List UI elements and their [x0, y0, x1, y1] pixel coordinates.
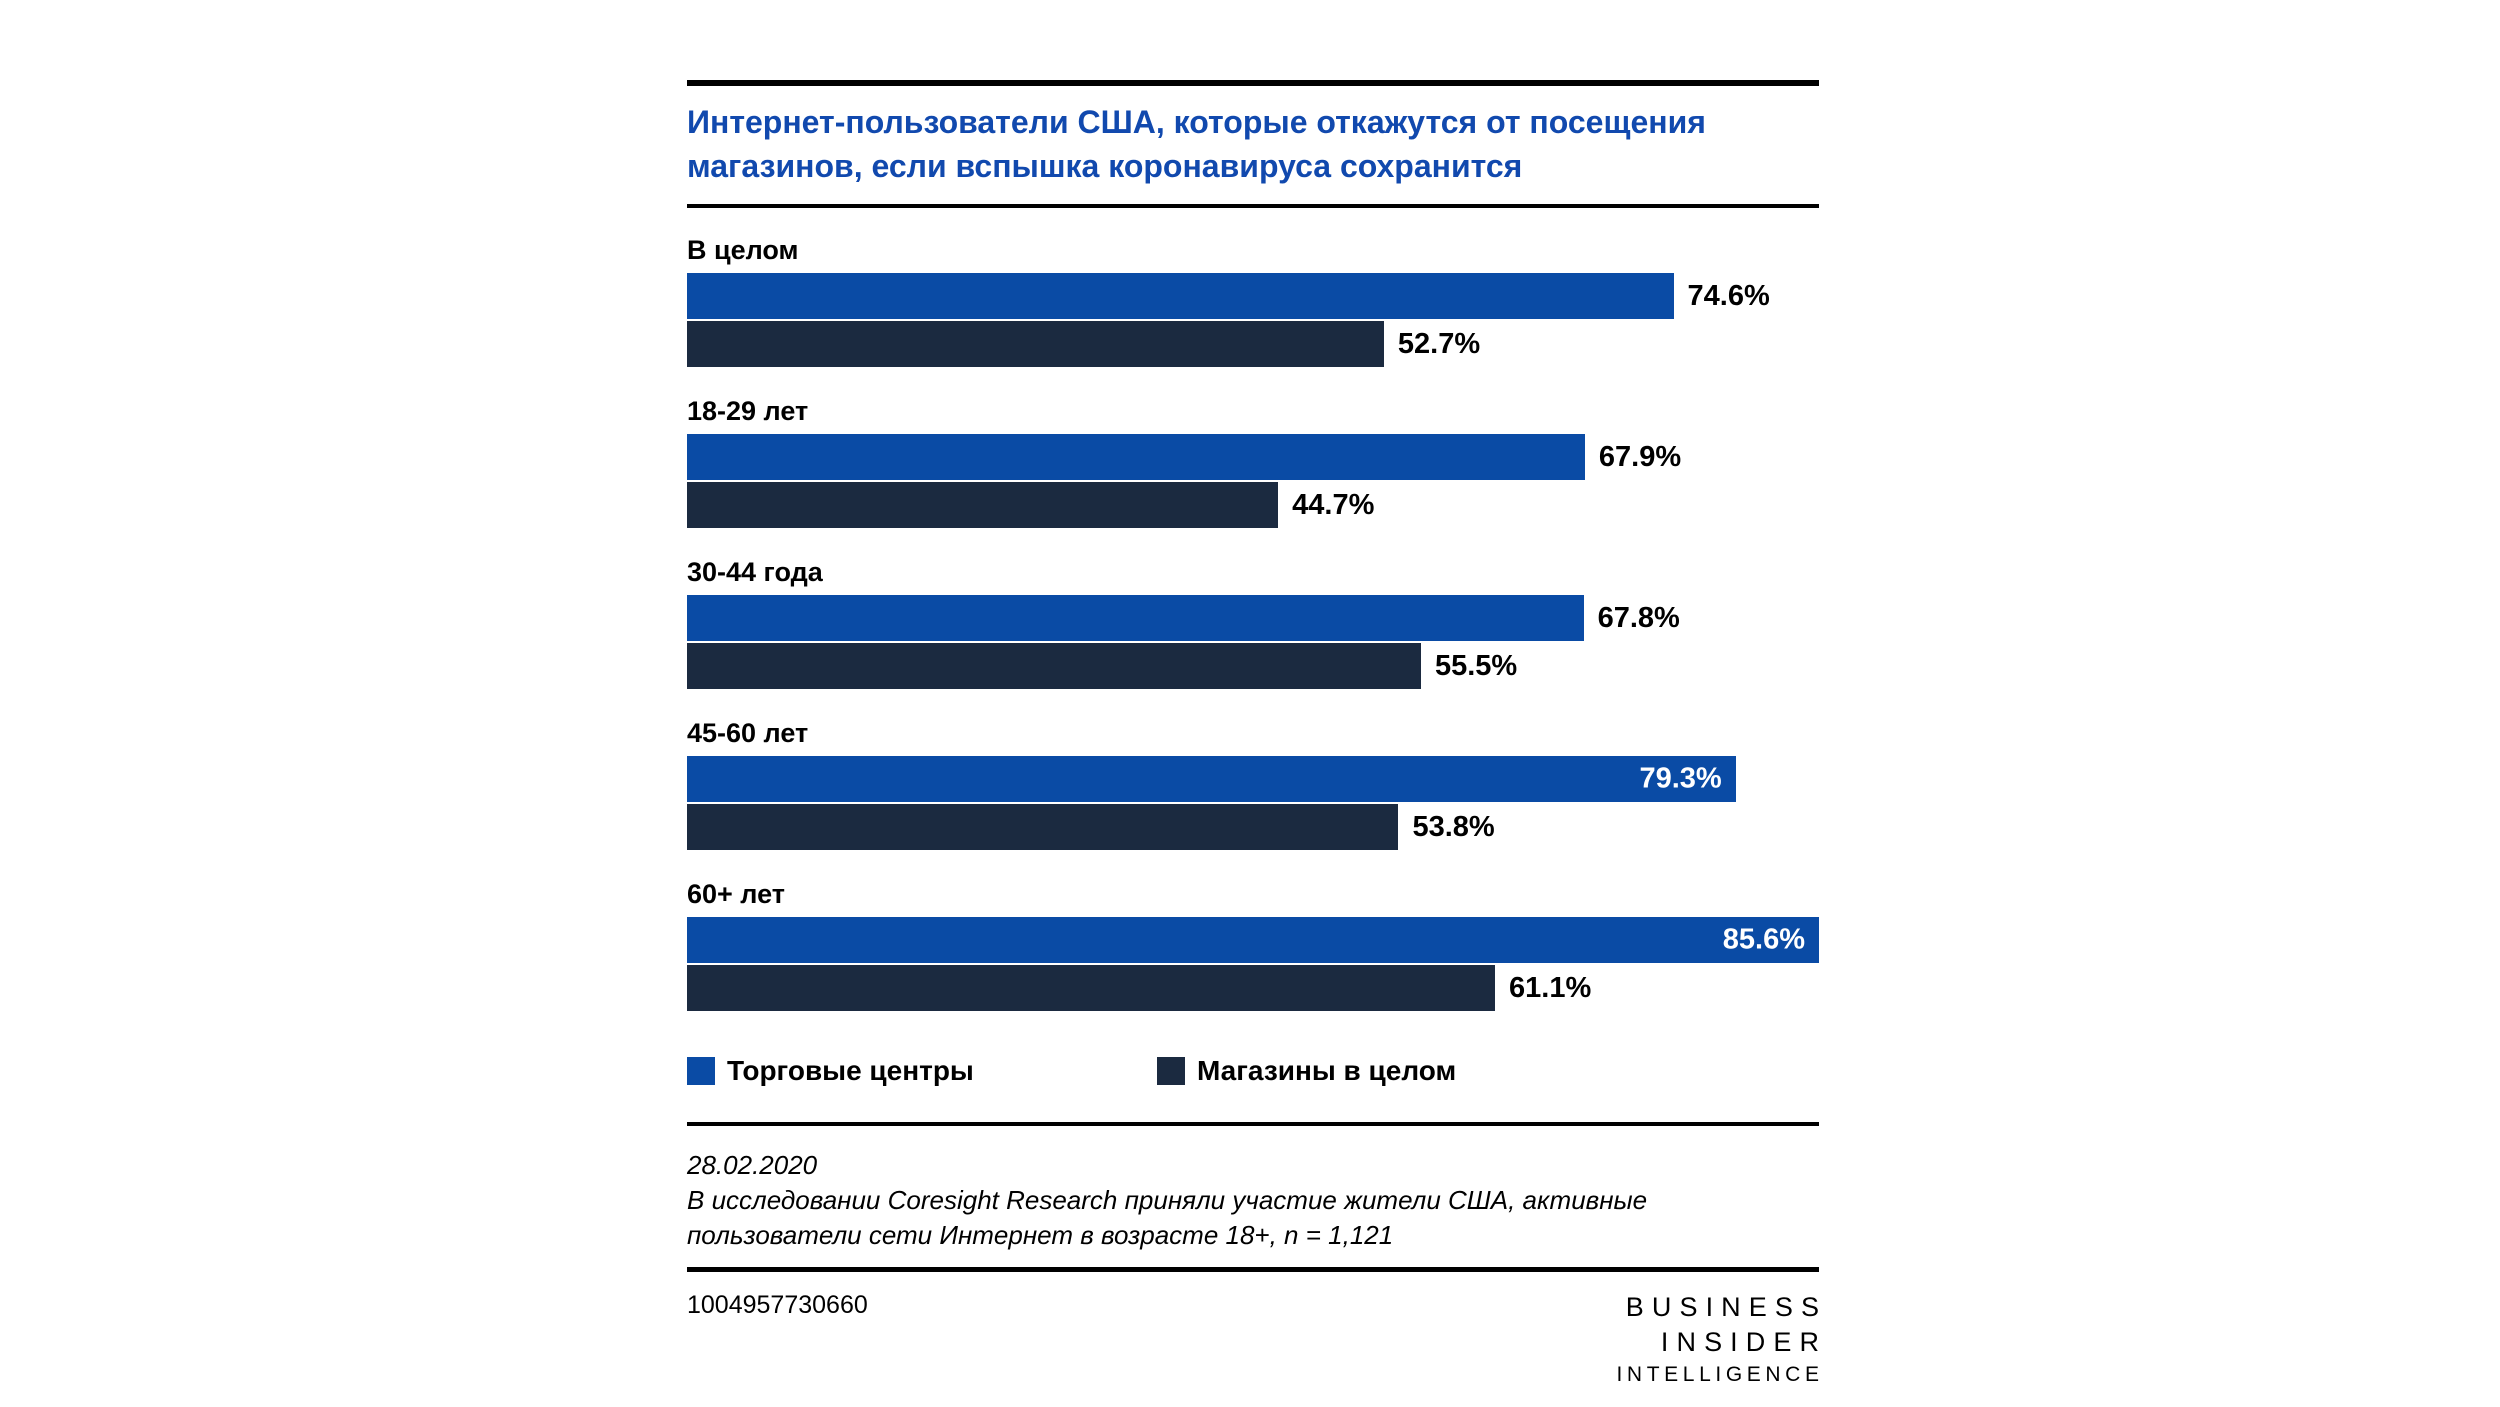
category-label: 45-60 лет: [687, 718, 809, 748]
bar-malls: 79.3%: [687, 756, 1736, 802]
bar-value-label: 53.8%: [1412, 810, 1495, 843]
legend-swatch-stores: [1157, 1057, 1185, 1085]
bar-value-label: 79.3%: [1639, 762, 1722, 795]
title-bottom-rule: [687, 204, 1819, 208]
legend: Торговые центры Магазины в целом: [687, 1056, 1819, 1086]
bar-stores: [687, 643, 1421, 689]
bar-value-label: 55.5%: [1434, 649, 1518, 682]
footer-rule: [687, 1267, 1819, 1272]
category-label: 60+ лет: [687, 879, 785, 909]
bar-stores: [687, 965, 1495, 1011]
bar-value-label: 74.6%: [1687, 279, 1770, 312]
bar-row: 44.7%: [687, 482, 1819, 528]
source-note: В исследовании Coresight Research принял…: [687, 1185, 1648, 1250]
bar-row: 61.1%: [687, 965, 1819, 1011]
bar-value-label: 61.1%: [1509, 971, 1592, 1004]
bar-row: 74.6%: [687, 273, 1819, 319]
top-rule: [687, 80, 1819, 86]
bar-group: 45-60 лет 79.3% 53.8%: [687, 719, 1819, 850]
bar-value-label: 44.7%: [1292, 488, 1375, 521]
category-label: 30-44 года: [687, 557, 823, 587]
bar-stores: [687, 804, 1399, 850]
legend-item-stores: Магазины в целом: [1157, 1056, 1456, 1086]
bar-row: 55.5%: [687, 643, 1819, 689]
bar-malls: [687, 273, 1674, 319]
bar-group: 18-29 лет 67.9% 44.7%: [687, 397, 1819, 528]
bar-malls: 85.6%: [687, 917, 1819, 963]
bar-stores: [687, 321, 1384, 367]
bar-malls: [687, 434, 1585, 480]
bar-group: В целом 74.6% 52.7%: [687, 236, 1819, 367]
brand-intelligence: INTELLIGENCE: [1616, 1363, 1824, 1386]
chart-date: 28.02.2020: [687, 1150, 818, 1180]
category-label: В целом: [687, 235, 799, 265]
bottom-row: 1004957730660 BUSINESS INSIDER INTELLIGE…: [687, 1290, 1819, 1390]
bar-stores: [687, 482, 1279, 528]
bar-row: 52.7%: [687, 321, 1819, 367]
footnote: 28.02.2020 В исследовании Coresight Rese…: [687, 1148, 1819, 1253]
legend-label-stores: Магазины в целом: [1197, 1055, 1457, 1086]
chart-area: В целом 74.6% 52.7% 18-29 лет 67.9% 44.7% 30-4…: [687, 236, 1819, 1011]
bar-row: 85.6%: [687, 917, 1819, 963]
legend-swatch-malls: [687, 1057, 715, 1085]
bar-value-label: 52.7%: [1397, 327, 1481, 360]
chart-id: 1004957730660: [687, 1291, 868, 1319]
bar-value-label: 67.9%: [1598, 440, 1682, 473]
chart-title-line2: магазинов, если вспышка коронавируса сох…: [687, 148, 1523, 184]
legend-item-malls: Торговые центры: [687, 1056, 1157, 1086]
legend-bottom-rule: [687, 1122, 1819, 1126]
business-insider-logo: BUSINESS INSIDER INTELLIGENCE: [1616, 1290, 1819, 1390]
legend-label-malls: Торговые центры: [727, 1055, 974, 1086]
chart-title-line1: Интернет-пользователи США, которые откаж…: [687, 104, 1706, 140]
bar-row: 79.3%: [687, 756, 1819, 802]
bar-value-label: 67.8%: [1597, 601, 1680, 634]
bar-malls: [687, 595, 1584, 641]
brand-business: BUSINESS: [1625, 1292, 1828, 1322]
bar-row: 67.8%: [687, 595, 1819, 641]
bar-row: 67.9%: [687, 434, 1819, 480]
chart-title: Интернет-пользователи США, которые откаж…: [687, 100, 1819, 188]
brand-insider: INSIDER: [1660, 1327, 1828, 1357]
bar-value-label: 85.6%: [1722, 923, 1805, 956]
category-label: 18-29 лет: [687, 396, 809, 426]
bar-group: 30-44 года 67.8% 55.5%: [687, 558, 1819, 689]
bar-row: 53.8%: [687, 804, 1819, 850]
bar-group: 60+ лет 85.6% 61.1%: [687, 880, 1819, 1011]
chart-card: Интернет-пользователи США, которые откаж…: [687, 80, 1819, 1390]
